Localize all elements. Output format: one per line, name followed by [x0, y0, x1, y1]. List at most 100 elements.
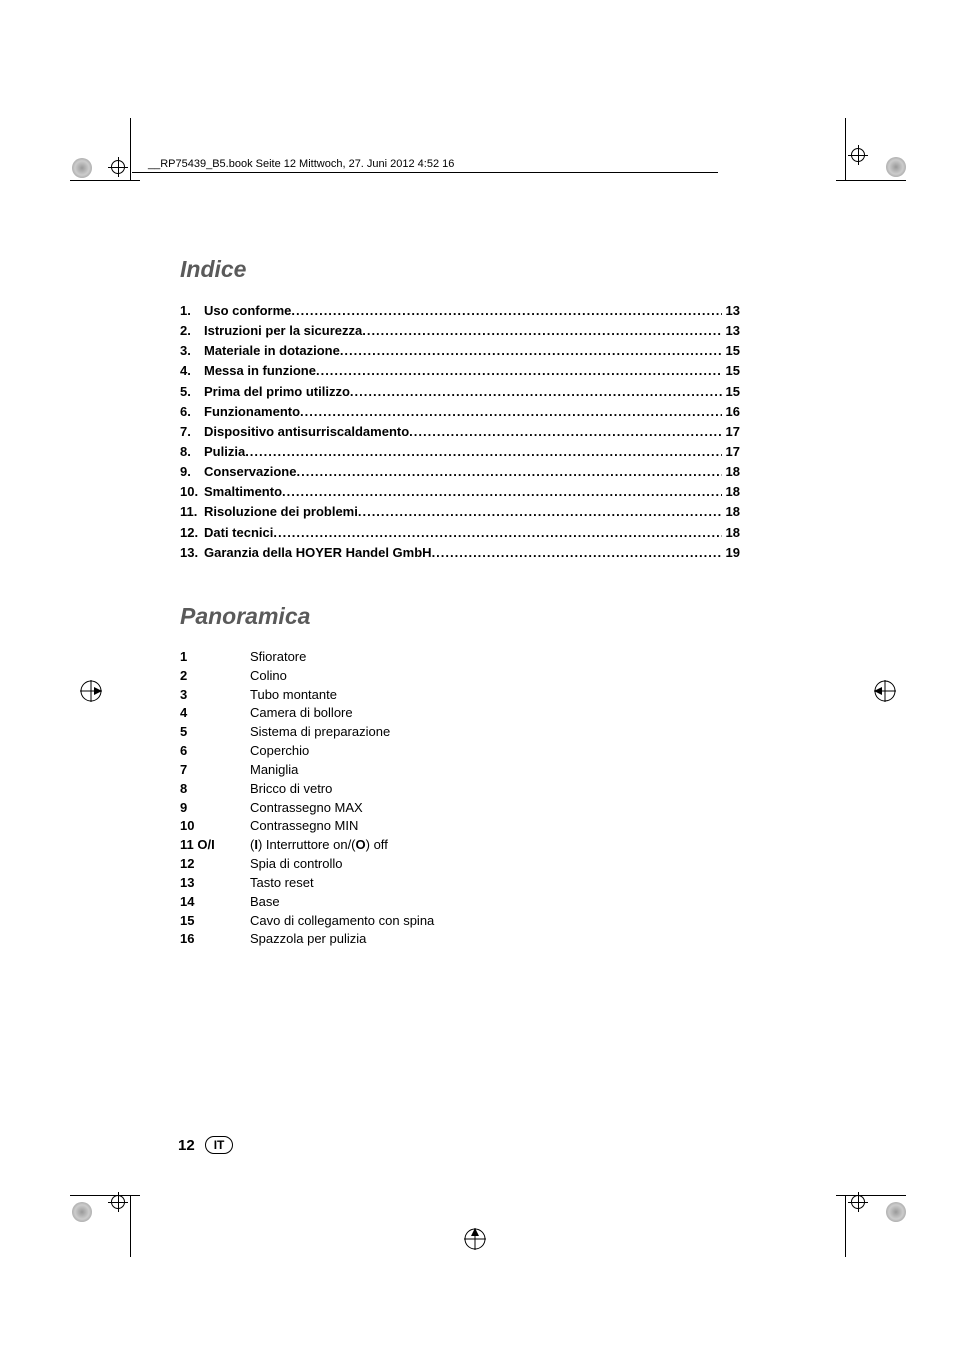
- toc-label: Funzionamento: [204, 402, 300, 422]
- list-item: 13Tasto reset: [180, 874, 740, 893]
- registration-mark: [886, 1202, 906, 1222]
- toc-page: 17: [722, 442, 740, 462]
- item-number: 7: [180, 761, 250, 780]
- toc-leader-dots: [300, 402, 721, 422]
- toc-page: 15: [722, 382, 740, 402]
- item-number: 14: [180, 893, 250, 912]
- item-description: Cavo di collegamento con spina: [250, 912, 434, 931]
- item-number: 9: [180, 799, 250, 818]
- toc-page: 17: [722, 422, 740, 442]
- toc-number: 3.: [180, 341, 204, 361]
- item-description: Bricco di vetro: [250, 780, 332, 799]
- list-item: 15Cavo di collegamento con spina: [180, 912, 740, 931]
- item-number: 13: [180, 874, 250, 893]
- registration-mark: [886, 157, 906, 177]
- toc-label: Prima del primo utilizzo: [204, 382, 350, 402]
- item-description: Contrassegno MIN: [250, 817, 358, 836]
- list-item: 5Sistema di preparazione: [180, 723, 740, 742]
- toc-leader-dots: [316, 361, 722, 381]
- toc-leader-dots: [291, 301, 721, 321]
- toc-row: 2.Istruzioni per la sicurezza 13: [180, 321, 740, 341]
- item-description: (I) Interruttore on/(O) off: [250, 836, 388, 855]
- list-item: 12Spia di controllo: [180, 855, 740, 874]
- crop-mark: [130, 1195, 131, 1257]
- toc-page: 16: [722, 402, 740, 422]
- list-item: 10Contrassegno MIN: [180, 817, 740, 836]
- item-number: 1: [180, 648, 250, 667]
- section-title-indice: Indice: [180, 256, 740, 283]
- list-item: 8Bricco di vetro: [180, 780, 740, 799]
- item-description: Base: [250, 893, 280, 912]
- item-description: Camera di bollore: [250, 704, 353, 723]
- list-item: 11 O/I(I) Interruttore on/(O) off: [180, 836, 740, 855]
- toc-page: 18: [722, 482, 740, 502]
- toc-row: 6.Funzionamento 16: [180, 402, 740, 422]
- item-number: 16: [180, 930, 250, 949]
- crop-mark: [130, 118, 131, 180]
- toc-number: 12.: [180, 523, 204, 543]
- item-number: 8: [180, 780, 250, 799]
- center-mark-right: [872, 678, 898, 704]
- toc-label: Dati tecnici: [204, 523, 273, 543]
- crop-mark: [70, 180, 140, 181]
- crop-mark: [836, 1195, 906, 1196]
- toc-leader-dots: [409, 422, 721, 442]
- toc-row: 8.Pulizia 17: [180, 442, 740, 462]
- page-footer: 12 IT: [178, 1136, 233, 1154]
- toc-label: Materiale in dotazione: [204, 341, 340, 361]
- toc-label: Pulizia: [204, 442, 245, 462]
- registration-mark: [108, 1192, 128, 1212]
- toc-label: Smaltimento: [204, 482, 282, 502]
- header-rule: [132, 172, 718, 173]
- toc-label: Garanzia della HOYER Handel GmbH: [204, 543, 432, 563]
- toc-number: 5.: [180, 382, 204, 402]
- item-description: Colino: [250, 667, 287, 686]
- item-description: Coperchio: [250, 742, 309, 761]
- toc-page: 15: [722, 341, 740, 361]
- toc-page: 13: [722, 301, 740, 321]
- item-number: 3: [180, 686, 250, 705]
- list-item: 16Spazzola per pulizia: [180, 930, 740, 949]
- registration-mark: [72, 1202, 92, 1222]
- list-item: 14Base: [180, 893, 740, 912]
- toc-leader-dots: [358, 502, 722, 522]
- toc-leader-dots: [340, 341, 722, 361]
- toc-leader-dots: [296, 462, 721, 482]
- item-number: 6: [180, 742, 250, 761]
- registration-mark: [108, 157, 128, 177]
- list-item: 9Contrassegno MAX: [180, 799, 740, 818]
- language-badge: IT: [205, 1136, 234, 1154]
- toc-number: 9.: [180, 462, 204, 482]
- item-description: Sistema di preparazione: [250, 723, 390, 742]
- item-number: 5: [180, 723, 250, 742]
- toc-row: 3.Materiale in dotazione 15: [180, 341, 740, 361]
- toc-leader-dots: [362, 321, 721, 341]
- toc-row: 10.Smaltimento 18: [180, 482, 740, 502]
- toc-leader-dots: [350, 382, 722, 402]
- toc-label: Risoluzione dei problemi: [204, 502, 358, 522]
- toc-page: 19: [722, 543, 740, 563]
- header-text: __RP75439_B5.book Seite 12 Mittwoch, 27.…: [148, 158, 454, 170]
- toc-row: 11.Risoluzione dei problemi 18: [180, 502, 740, 522]
- toc-number: 1.: [180, 301, 204, 321]
- toc-number: 6.: [180, 402, 204, 422]
- toc-row: 13.Garanzia della HOYER Handel GmbH 19: [180, 543, 740, 563]
- item-description: Contrassegno MAX: [250, 799, 363, 818]
- registration-mark: [72, 158, 92, 178]
- list-item: 2Colino: [180, 667, 740, 686]
- item-number: 11 O/I: [180, 836, 250, 855]
- toc-row: 5.Prima del primo utilizzo 15: [180, 382, 740, 402]
- toc-leader-dots: [245, 442, 721, 462]
- list-item: 1Sfioratore: [180, 648, 740, 667]
- registration-mark: [848, 145, 868, 165]
- section-panoramica: Panoramica 1Sfioratore2Colino3Tubo monta…: [180, 603, 740, 950]
- toc-row: 7.Dispositivo antisurriscaldamento 17: [180, 422, 740, 442]
- toc-page: 18: [722, 502, 740, 522]
- crop-mark: [70, 1195, 140, 1196]
- list-item: 3Tubo montante: [180, 686, 740, 705]
- list-item: 7Maniglia: [180, 761, 740, 780]
- toc-page: 18: [722, 462, 740, 482]
- center-mark-bottom: [462, 1226, 488, 1252]
- table-of-contents: 1.Uso conforme 132.Istruzioni per la sic…: [180, 301, 740, 563]
- item-description: Spazzola per pulizia: [250, 930, 366, 949]
